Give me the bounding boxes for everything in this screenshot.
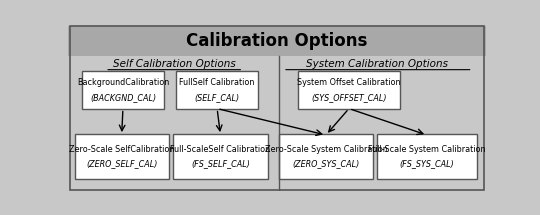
Text: Full-ScaleSelf Calibration: Full-ScaleSelf Calibration [171, 145, 271, 154]
Text: (FS_SELF_CAL): (FS_SELF_CAL) [191, 160, 250, 169]
Text: Calibration Options: Calibration Options [186, 32, 367, 50]
Text: (ZERO_SYS_CAL): (ZERO_SYS_CAL) [292, 160, 360, 169]
FancyBboxPatch shape [75, 134, 169, 179]
FancyBboxPatch shape [298, 71, 400, 109]
Text: Self Calibration Options: Self Calibration Options [113, 59, 235, 69]
Text: Zero-Scale System Calibration: Zero-Scale System Calibration [265, 145, 387, 154]
Text: (FS_SYS_CAL): (FS_SYS_CAL) [400, 160, 454, 169]
Text: System Offset Calibration: System Offset Calibration [297, 78, 401, 88]
Text: (SELF_CAL): (SELF_CAL) [194, 93, 240, 102]
Text: (BACKGND_CAL): (BACKGND_CAL) [90, 93, 156, 102]
FancyBboxPatch shape [68, 26, 486, 56]
Text: BackgroundCalibration: BackgroundCalibration [77, 78, 169, 88]
FancyBboxPatch shape [173, 134, 267, 179]
FancyBboxPatch shape [279, 134, 373, 179]
Text: Zero-Scale SelfCalibration: Zero-Scale SelfCalibration [69, 145, 174, 154]
FancyBboxPatch shape [176, 71, 258, 109]
Text: (ZERO_SELF_CAL): (ZERO_SELF_CAL) [86, 160, 157, 169]
Text: (SYS_OFFSET_CAL): (SYS_OFFSET_CAL) [311, 93, 387, 102]
FancyBboxPatch shape [82, 71, 164, 109]
Text: Full-Scale System Calibration: Full-Scale System Calibration [368, 145, 486, 154]
Text: System Calibration Options: System Calibration Options [306, 59, 448, 69]
Text: FullSelf Calibration: FullSelf Calibration [179, 78, 255, 88]
FancyBboxPatch shape [377, 134, 477, 179]
